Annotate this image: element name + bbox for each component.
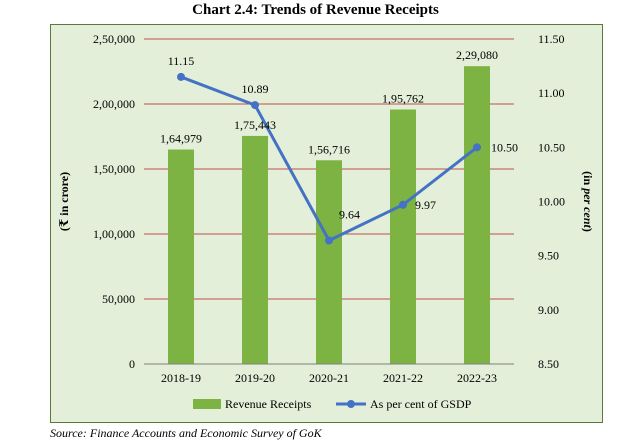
y-right-tick-label: 10.00 — [538, 195, 565, 209]
bar — [390, 109, 416, 364]
bar-data-label: 1,64,979 — [160, 132, 202, 146]
y-left-tick-label: 0 — [129, 357, 135, 371]
x-tick-label: 2018-19 — [161, 371, 201, 385]
y-right-tick-label: 9.50 — [538, 249, 559, 263]
bar — [242, 135, 268, 364]
line-data-label: 10.50 — [491, 140, 518, 154]
bar — [168, 149, 194, 364]
x-tick-label: 2020-21 — [309, 371, 349, 385]
y-right-tick-label: 10.50 — [538, 140, 565, 154]
source-note: Source: Finance Accounts and Economic Su… — [50, 426, 322, 440]
x-tick-label: 2021-22 — [383, 371, 423, 385]
chart-title: Chart 2.4: Trends of Revenue Receipts — [192, 2, 439, 18]
y-right-axis-title: (in per cent) — [581, 171, 595, 232]
bar — [464, 66, 490, 365]
x-tick-label: 2019-20 — [235, 371, 275, 385]
gsdp-point — [473, 143, 481, 152]
y-left-tick-label: 1,50,000 — [93, 162, 135, 176]
y-right-title-italic: per cent — [581, 187, 595, 228]
legend-bar-label: Revenue Receipts — [225, 397, 312, 411]
y-right-tick-label: 9.00 — [538, 303, 559, 317]
bar-data-label: 2,29,080 — [456, 48, 498, 62]
x-tick-label: 2022-23 — [457, 371, 497, 385]
y-right-tick-label: 11.00 — [538, 86, 565, 100]
y-left-axis-title: (₹ in crore) — [57, 172, 71, 231]
bar-data-label: 1,95,762 — [382, 92, 424, 106]
y-left-tick-label: 2,50,000 — [93, 32, 135, 46]
y-left-tick-label: 50,000 — [102, 292, 135, 306]
line-data-label: 11.15 — [168, 54, 195, 68]
gsdp-point — [251, 101, 259, 110]
gsdp-point — [325, 236, 333, 245]
bar-data-label: 1,75,443 — [234, 118, 276, 132]
y-right-tick-label: 11.50 — [538, 32, 565, 46]
y-left-tick-label: 1,00,000 — [93, 227, 135, 241]
gsdp-point — [177, 72, 185, 81]
bar-data-label: 1,56,716 — [308, 142, 350, 156]
line-data-label: 9.97 — [415, 198, 436, 212]
y-left-tick-label: 2,00,000 — [93, 97, 135, 111]
legend-line-label: As per cent of GSDP — [370, 397, 472, 411]
legend-bar-swatch — [193, 399, 221, 409]
y-right-tick-label: 8.50 — [538, 357, 559, 371]
legend-line-marker — [347, 400, 355, 408]
y-right-title-suffix: ) — [581, 228, 595, 232]
line-data-label: 9.64 — [339, 208, 360, 222]
line-data-label: 10.89 — [242, 82, 269, 96]
bar — [316, 160, 342, 364]
gsdp-point — [399, 200, 407, 209]
y-right-title-prefix: (in — [581, 171, 595, 188]
